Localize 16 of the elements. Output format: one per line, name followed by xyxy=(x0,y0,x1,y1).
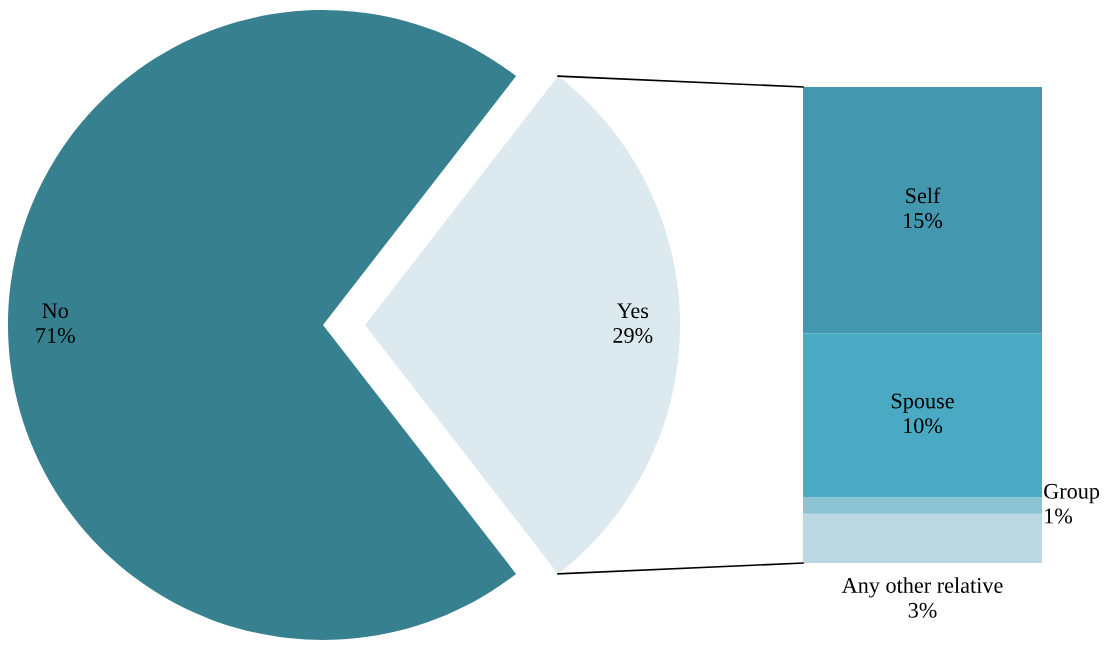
bar xyxy=(803,497,1042,514)
series-label: Any other relative xyxy=(841,577,1003,598)
data-label: 71% xyxy=(36,327,75,344)
data-label: 1% xyxy=(1045,508,1073,524)
data-label: 10% xyxy=(904,418,943,434)
data-label: 29% xyxy=(613,327,653,344)
slice-label: Yes xyxy=(616,303,649,319)
data-label: 3% xyxy=(908,602,937,618)
bar xyxy=(803,333,1042,498)
data-label: 15% xyxy=(904,213,943,229)
bar xyxy=(803,513,1042,563)
series-label: Self xyxy=(906,187,941,204)
series-label: Group xyxy=(1044,483,1100,504)
bar xyxy=(803,87,1042,334)
series-label: Spouse xyxy=(891,393,954,413)
slice-label: No xyxy=(42,303,68,319)
